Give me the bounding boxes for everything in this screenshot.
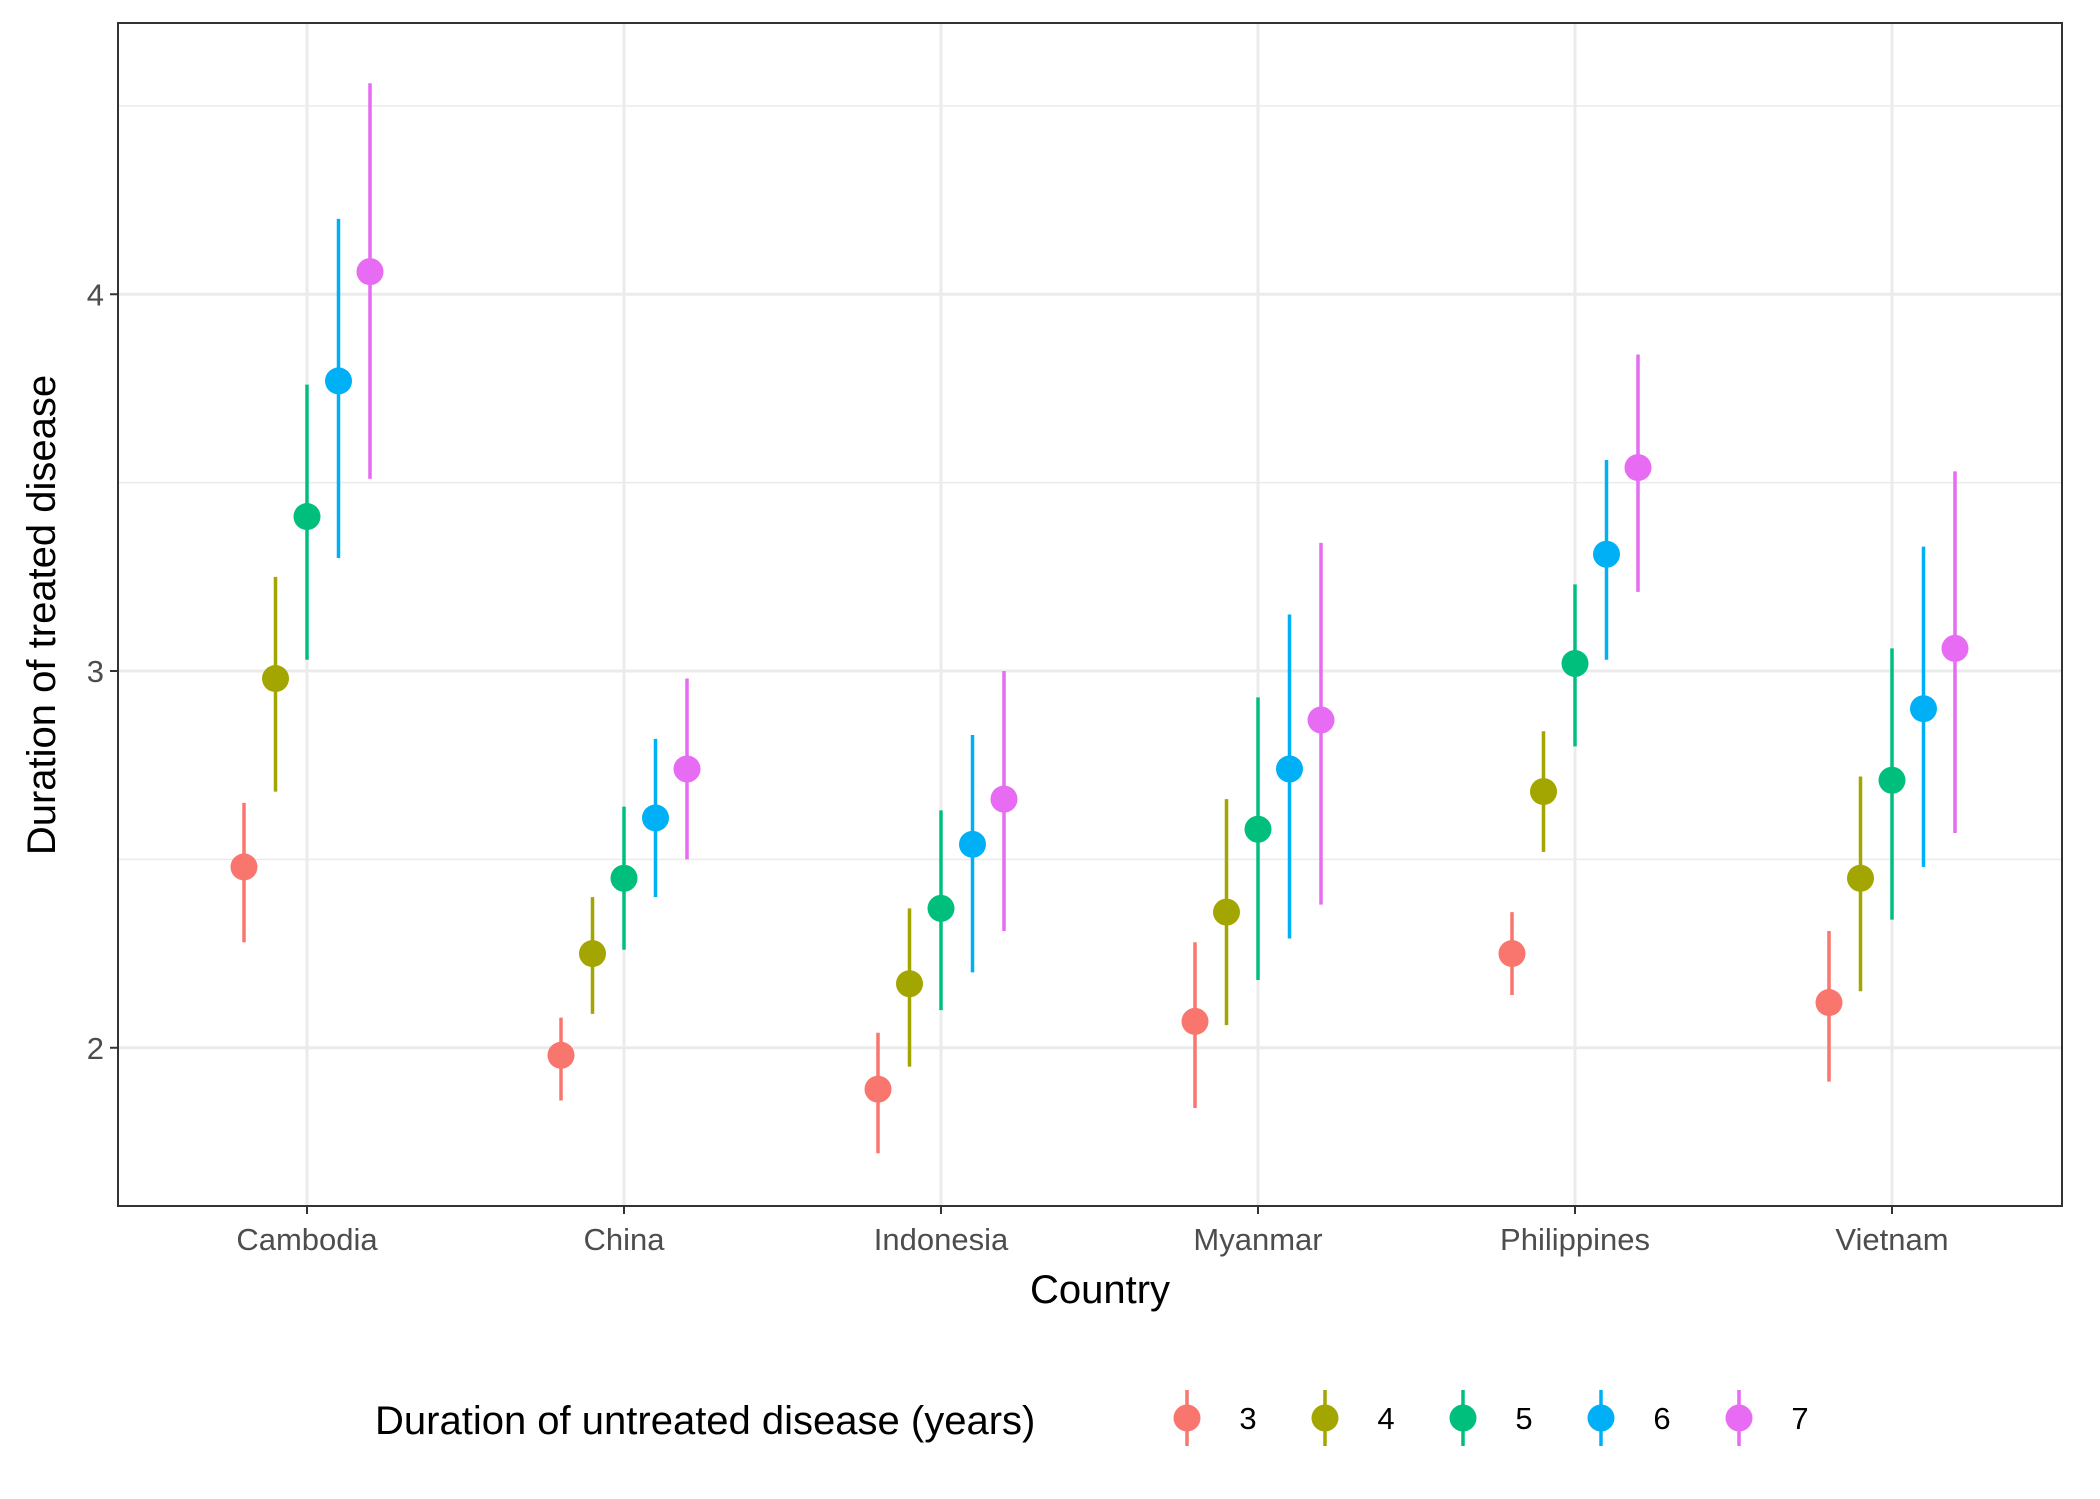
legend-key-point — [1311, 1404, 1339, 1432]
series-6 — [325, 218, 1937, 973]
legend-key-3: 3 — [1173, 1390, 1257, 1446]
legend-label: 5 — [1515, 1401, 1532, 1436]
data-point — [990, 785, 1018, 813]
data-point — [1624, 454, 1652, 482]
data-point — [1213, 898, 1240, 926]
legend-key-5: 5 — [1449, 1390, 1533, 1446]
data-point — [1244, 815, 1272, 843]
data-point — [1941, 634, 1969, 662]
legend-key-7: 7 — [1725, 1390, 1809, 1446]
x-tick-label: Philippines — [1500, 1222, 1650, 1257]
legend-key-point — [1587, 1404, 1615, 1432]
data-point — [1593, 540, 1620, 568]
x-tick-label: China — [584, 1222, 666, 1257]
data-point — [927, 894, 955, 922]
data-point — [673, 755, 701, 783]
panel-border — [117, 22, 2063, 1207]
legend: Duration of untreated disease (years) 3 4… — [375, 1390, 1809, 1446]
axes: 2 3 4 Cambodia China Indonesia Myanmar Philippi… — [87, 277, 1949, 1257]
x-axis-title: Country — [1030, 1268, 1170, 1312]
legend-key-4: 4 — [1311, 1390, 1395, 1446]
x-tick-label: Cambodia — [236, 1222, 378, 1257]
legend-label: 4 — [1377, 1401, 1394, 1436]
data-point — [579, 940, 606, 968]
data-point — [230, 853, 258, 881]
data-point — [547, 1041, 575, 1069]
data-point — [325, 367, 352, 395]
x-tick-label: Vietnam — [1835, 1222, 1948, 1257]
data-point — [959, 830, 986, 858]
series-3 — [230, 802, 1843, 1154]
series-4 — [262, 576, 1874, 1067]
data-point — [1847, 864, 1874, 892]
plot-marks — [230, 83, 1969, 1154]
x-tick-label: Indonesia — [874, 1222, 1009, 1257]
legend-key-point — [1173, 1404, 1201, 1432]
data-point — [1815, 989, 1843, 1017]
data-point — [610, 864, 638, 892]
data-point — [1530, 778, 1557, 806]
panel-background — [118, 23, 2062, 1206]
legend-key-point — [1449, 1404, 1477, 1432]
grid-lines — [118, 23, 2062, 1206]
y-tick-label: 2 — [87, 1031, 104, 1066]
data-point — [1910, 695, 1937, 723]
data-point — [293, 503, 321, 531]
legend-title: Duration of untreated disease (years) — [375, 1399, 1035, 1443]
data-point — [1498, 940, 1526, 968]
data-point — [1276, 755, 1303, 783]
legend-label: 7 — [1791, 1401, 1808, 1436]
legend-label: 3 — [1239, 1401, 1256, 1436]
data-point — [356, 258, 384, 286]
y-tick-label: 3 — [87, 654, 104, 689]
data-point — [1878, 766, 1906, 794]
legend-label: 6 — [1653, 1401, 1670, 1436]
data-point — [262, 665, 289, 693]
data-point — [864, 1075, 892, 1103]
series-5 — [293, 384, 1906, 1011]
data-point — [642, 804, 669, 832]
x-tick-label: Myanmar — [1193, 1222, 1322, 1257]
data-point — [1307, 706, 1335, 734]
legend-key-6: 6 — [1587, 1390, 1671, 1446]
series-7 — [356, 83, 1969, 931]
y-tick-label: 4 — [87, 277, 104, 312]
data-point — [1181, 1007, 1209, 1035]
y-axis-title: Duration of treated disease — [20, 375, 64, 855]
data-point — [896, 970, 923, 998]
legend-key-point — [1725, 1404, 1753, 1432]
data-point — [1561, 649, 1589, 677]
